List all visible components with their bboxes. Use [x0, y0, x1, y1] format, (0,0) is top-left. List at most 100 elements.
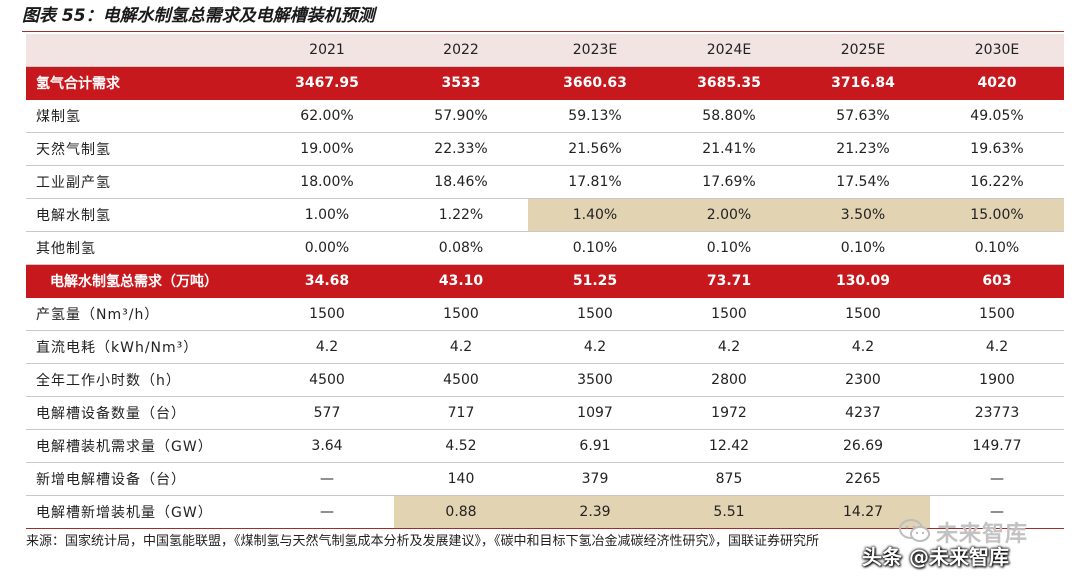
- table-cell: 5.51: [662, 495, 796, 529]
- table-cell: 1.22%: [394, 198, 528, 232]
- table-cell: 0.10%: [930, 231, 1064, 265]
- table-cell: 21.41%: [662, 132, 796, 166]
- table-row: 电解水制氢总需求（万吨） 34.68 43.10 51.25 73.71 130.09 60…: [26, 264, 1064, 298]
- row-label: 电解槽新增装机量（GW）: [26, 495, 260, 529]
- table-cell: 16.22%: [930, 165, 1064, 199]
- table-cell: 149.77: [930, 429, 1064, 463]
- table-row: 直流电耗（kWh/Nm³） 4.2 4.2 4.2 4.2 4.2 4.2: [26, 330, 1064, 364]
- table-cell: 1.00%: [260, 198, 394, 232]
- table-cell: 21.23%: [796, 132, 930, 166]
- row-label: 氢气合计需求: [26, 66, 260, 100]
- table-cell: 1500: [796, 297, 930, 331]
- header-cell: [26, 34, 260, 67]
- row-label: 煤制氢: [26, 99, 260, 133]
- table-cell: 3.64: [260, 429, 394, 463]
- table-cell: 0.08%: [394, 231, 528, 265]
- table-cell: 49.05%: [930, 99, 1064, 133]
- table-cell: 15.00%: [930, 198, 1064, 232]
- row-label: 产氢量（Nm³/h）: [26, 297, 260, 331]
- table-cell: 73.71: [662, 264, 796, 298]
- table-cell: 4.2: [930, 330, 1064, 364]
- table-cell: 577: [260, 396, 394, 430]
- table-cell: 4.52: [394, 429, 528, 463]
- table-cell: 4500: [260, 363, 394, 397]
- table-cell: 4.2: [260, 330, 394, 364]
- forecast-table: 2021 2022 2023E 2024E 2025E 2030E 氢气合计需求…: [26, 34, 1064, 529]
- table-cell: 62.00%: [260, 99, 394, 133]
- table-cell: 1500: [528, 297, 662, 331]
- table-row: 产氢量（Nm³/h） 1500 1500 1500 1500 1500 1500: [26, 297, 1064, 331]
- watermark-handle: 头条 @未来智库: [862, 545, 1009, 569]
- table-cell: 26.69: [796, 429, 930, 463]
- table-row: 煤制氢 62.00% 57.90% 59.13% 58.80% 57.63% 49.05%: [26, 99, 1064, 133]
- table-cell: 4500: [394, 363, 528, 397]
- table-row: 电解槽装机需求量（GW） 3.64 4.52 6.91 12.42 26.69 149.77: [26, 429, 1064, 463]
- table-cell: 3500: [528, 363, 662, 397]
- table-cell: 22.33%: [394, 132, 528, 166]
- row-label: 工业副产氢: [26, 165, 260, 199]
- table-cell: 17.54%: [796, 165, 930, 199]
- table-cell: —: [930, 495, 1064, 529]
- table-cell: —: [930, 462, 1064, 496]
- table-cell: 0.10%: [528, 231, 662, 265]
- table-cell: 1500: [662, 297, 796, 331]
- wechat-icon: [899, 519, 930, 542]
- table-cell: 1900: [930, 363, 1064, 397]
- table-cell: 1.40%: [528, 198, 662, 232]
- table-cell: 1500: [260, 297, 394, 331]
- table-cell: 23773: [930, 396, 1064, 430]
- header-cell: 2030E: [930, 34, 1064, 67]
- row-label: 电解水制氢总需求（万吨）: [26, 264, 260, 298]
- table-cell: 19.63%: [930, 132, 1064, 166]
- table-cell: 0.10%: [796, 231, 930, 265]
- table-cell: 0.88: [394, 495, 528, 529]
- table-cell: 379: [528, 462, 662, 496]
- table-cell: 58.80%: [662, 99, 796, 133]
- table-row: 电解水制氢 1.00% 1.22% 1.40% 2.00% 3.50% 15.00%: [26, 198, 1064, 232]
- table-row: 其他制氢 0.00% 0.08% 0.10% 0.10% 0.10% 0.10%: [26, 231, 1064, 265]
- header-cell: 2024E: [662, 34, 796, 67]
- table-cell: 17.81%: [528, 165, 662, 199]
- table-cell: 4.2: [796, 330, 930, 364]
- header-cell: 2021: [260, 34, 394, 67]
- figure-title: 图表 55：电解水制氢总需求及电解槽装机预测: [22, 6, 375, 26]
- table-cell: 4.2: [528, 330, 662, 364]
- header-cell: 2022: [394, 34, 528, 67]
- row-label: 其他制氢: [26, 231, 260, 265]
- table-cell: 717: [394, 396, 528, 430]
- table-cell: 3660.63: [528, 66, 662, 100]
- table-cell: 4020: [930, 66, 1064, 100]
- table-cell: 3533: [394, 66, 528, 100]
- table-cell: 2800: [662, 363, 796, 397]
- table-cell: 4.2: [662, 330, 796, 364]
- table-row: 新增电解槽设备（台） —140 379 875 2265—: [26, 462, 1064, 496]
- row-label: 电解槽装机需求量（GW）: [26, 429, 260, 463]
- table-row: 氢气合计需求 3467.95 3533 3660.63 3685.35 3716.84 40…: [26, 66, 1064, 100]
- table-cell: 21.56%: [528, 132, 662, 166]
- table-cell: 875: [662, 462, 796, 496]
- table-cell: 6.91: [528, 429, 662, 463]
- table-cell: 0.00%: [260, 231, 394, 265]
- table-cell: 3.50%: [796, 198, 930, 232]
- header-cell: 2023E: [528, 34, 662, 67]
- table-cell: 2.00%: [662, 198, 796, 232]
- table-row: 全年工作小时数（h） 4500 4500 3500 2800 2300 1900: [26, 363, 1064, 397]
- title-divider: [22, 31, 1064, 32]
- table-cell: 140: [394, 462, 528, 496]
- table-row: 电解槽设备数量（台） 577 717 1097 1972 4237 23773: [26, 396, 1064, 430]
- table-cell: 17.69%: [662, 165, 796, 199]
- table-cell: 4237: [796, 396, 930, 430]
- table-cell: 1097: [528, 396, 662, 430]
- watermark-text: 未来智库: [936, 522, 1029, 547]
- table-cell: 2265: [796, 462, 930, 496]
- table-cell: 2300: [796, 363, 930, 397]
- table-header-row: 2021 2022 2023E 2024E 2025E 2030E: [26, 34, 1064, 67]
- table-cell: 57.90%: [394, 99, 528, 133]
- table-cell: 43.10: [394, 264, 528, 298]
- table-cell: 130.09: [796, 264, 930, 298]
- table-cell: 14.27: [796, 495, 930, 529]
- table-cell: 1500: [394, 297, 528, 331]
- row-label: 全年工作小时数（h）: [26, 363, 260, 397]
- table-cell: 34.68: [260, 264, 394, 298]
- table-row: 天然气制氢 19.00% 22.33% 21.56% 21.41% 21.23% 19.63…: [26, 132, 1064, 166]
